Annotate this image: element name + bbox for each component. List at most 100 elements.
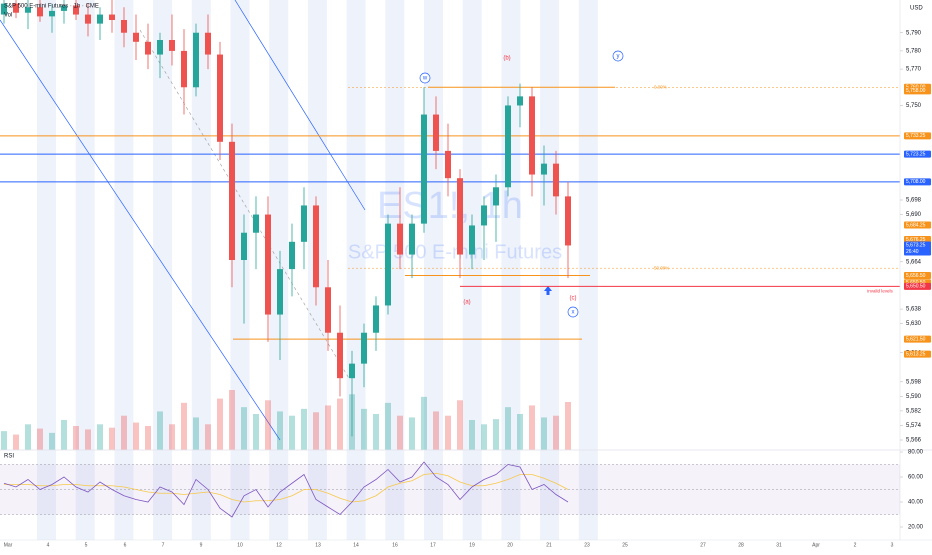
volume-bar: [25, 424, 31, 450]
price-label-box: [904, 350, 931, 358]
candle-body: [349, 363, 355, 379]
wave-circle: [612, 50, 624, 62]
x-tick-label: 14: [353, 542, 359, 548]
candle-body: [289, 241, 295, 270]
x-tick-label: 21: [546, 542, 552, 548]
volume-bar: [145, 426, 151, 450]
candle-body: [205, 32, 211, 55]
candle-body: [37, 7, 43, 17]
volume-bar: [61, 420, 67, 450]
session-band: [153, 0, 173, 540]
volume-bar: [301, 408, 307, 450]
price-label: 5,676.25: [906, 237, 926, 243]
candle-body: [229, 141, 235, 260]
candle-body: [253, 214, 259, 233]
y-tick-label: 5,690: [906, 212, 922, 218]
wave-label: y: [617, 54, 620, 60]
rsi-label: RSI: [4, 454, 14, 460]
candle-body: [277, 269, 283, 315]
candle-body: [13, 3, 19, 13]
price-label: 5,684.25: [906, 222, 926, 228]
trendline: [139, 29, 351, 381]
candle-body: [469, 225, 475, 255]
price-label: 5,650.50: [906, 284, 926, 290]
volume-bar: [373, 414, 379, 450]
candle-body: [505, 105, 511, 188]
volume-bar: [337, 398, 343, 450]
candle-body: [421, 114, 427, 224]
x-tick-label: 20: [507, 542, 513, 548]
x-tick-label: 16: [392, 542, 398, 548]
x-tick-label: 3: [891, 542, 894, 548]
session-band: [230, 0, 250, 540]
session-band: [191, 0, 211, 540]
volume-bar: [253, 414, 259, 450]
level-note: invalid levels: [867, 289, 893, 294]
watermark-symbol: ES1!, 1h: [377, 185, 523, 227]
rsi-tick-label: 80.00: [908, 450, 924, 456]
y-tick-label: 5,780: [906, 48, 922, 54]
y-tick-label: 5,790: [906, 30, 922, 36]
currency: USD: [910, 6, 923, 12]
wave-label: x: [572, 310, 575, 316]
x-tick-label: 31: [776, 542, 782, 548]
candle-body: [1, 3, 7, 15]
price-label-box: [904, 236, 931, 244]
session-band: [501, 0, 521, 540]
volume-bar: [493, 419, 499, 450]
x-tick-label: 27: [700, 542, 706, 548]
wave-circle: [567, 306, 579, 318]
volume-bar: [289, 415, 295, 450]
volume-bar: [529, 405, 535, 450]
price-label: 5,733.25: [906, 133, 926, 139]
session-band: [346, 0, 366, 540]
chart-title: S&P 500 E-mini Futures · 1h · CME: [4, 4, 99, 10]
trendline: [0, 19, 281, 441]
price-label-box: [904, 132, 931, 140]
wave-label: (a): [463, 300, 470, 306]
x-tick-label: Mar: [4, 542, 13, 548]
candle-body: [457, 178, 463, 255]
arrow-marker: [544, 286, 552, 295]
volume-bar: [109, 427, 115, 450]
rsi-tick-label: 40.00: [908, 500, 924, 506]
candle-body: [157, 40, 163, 55]
wave-label: (c): [570, 296, 577, 302]
y-tick-label: 5,698: [906, 198, 922, 204]
candle-body: [445, 150, 451, 179]
x-tick-label: 6: [124, 542, 127, 548]
volume-bar: [409, 417, 415, 450]
y-tick-label: 5,750: [906, 103, 922, 109]
volume-bar: [85, 429, 91, 450]
session-band: [462, 0, 482, 540]
candle-body: [409, 223, 415, 255]
candle-body: [433, 114, 439, 151]
volume-bar: [481, 424, 487, 450]
y-tick-label: 5,664: [906, 259, 922, 265]
volume-bar: [49, 432, 55, 450]
candle-body: [481, 205, 487, 226]
volume-bar: [73, 426, 79, 450]
candle-body: [385, 223, 391, 306]
price-label-box: [904, 335, 931, 343]
volume-bar: [313, 412, 319, 450]
volume-bar: [121, 415, 127, 450]
candle-body: [49, 10, 55, 17]
candle-body: [517, 96, 523, 106]
volume-bar: [469, 420, 475, 450]
volume-bar: [361, 408, 367, 450]
price-label: 5,723.25: [906, 151, 926, 157]
rsi-tick-label: 60.00: [908, 475, 924, 481]
candle-body: [169, 40, 175, 51]
watermark: ES1!, 1h S&P 500 E-mini Futures: [348, 185, 562, 263]
volume-bar: [277, 411, 283, 450]
session-band: [540, 0, 560, 540]
price-label-box: [904, 87, 931, 95]
x-tick-label: 19: [469, 542, 475, 548]
candle-body: [493, 187, 499, 206]
candle-body: [397, 223, 403, 255]
volume-bar: [397, 415, 403, 450]
candle-body: [313, 205, 319, 288]
y-tick-label: 5,630: [906, 321, 922, 327]
candle-body: [565, 196, 571, 246]
